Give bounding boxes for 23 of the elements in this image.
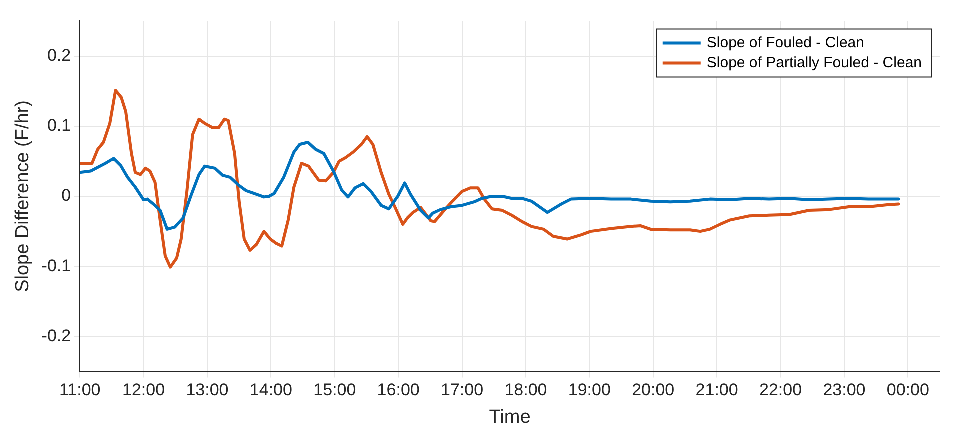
y-axis-title: Slope Difference (F/hr) bbox=[12, 100, 34, 292]
x-tick-label: 20:00 bbox=[632, 380, 675, 400]
x-tick-label: 15:00 bbox=[314, 380, 356, 400]
x-tick-label: 17:00 bbox=[441, 380, 484, 400]
legend-label: Slope of Fouled - Clean bbox=[706, 34, 864, 52]
y-tick-label: 0 bbox=[62, 186, 72, 206]
x-tick-label: 22:00 bbox=[759, 380, 802, 400]
x-tick-label: 16:00 bbox=[377, 380, 420, 400]
x-tick-label: 13:00 bbox=[186, 380, 229, 400]
x-tick-label: 11:00 bbox=[59, 380, 101, 400]
x-tick-label: 23:00 bbox=[823, 380, 866, 400]
x-tick-label: 21:00 bbox=[696, 380, 738, 400]
x-tick-label: 19:00 bbox=[568, 380, 611, 400]
x-tick-label: 00:00 bbox=[886, 380, 930, 400]
x-tick-label: 14:00 bbox=[250, 380, 292, 400]
y-tick-label: -0.1 bbox=[42, 256, 72, 276]
legend-label: Slope of Partially Fouled - Clean bbox=[706, 54, 922, 72]
x-tick-label: 12:00 bbox=[122, 380, 166, 400]
y-tick-label: -0.2 bbox=[42, 326, 72, 346]
x-tick-label: 18:00 bbox=[504, 380, 548, 400]
y-tick-label: 0.2 bbox=[47, 46, 72, 65]
x-axis-title: Time bbox=[489, 406, 531, 428]
y-tick-label: 0.1 bbox=[47, 116, 72, 136]
